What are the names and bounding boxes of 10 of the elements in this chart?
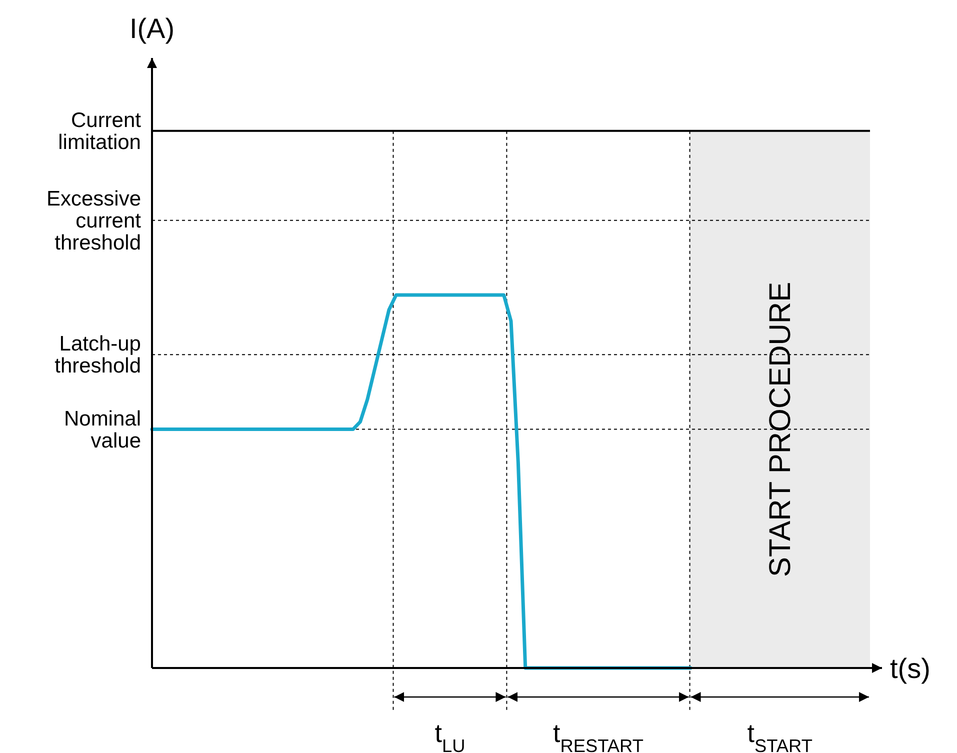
- annotation: START PROCEDURE: [764, 282, 797, 577]
- text: t$_{LU}$: [434, 718, 466, 753]
- text: t$_{RESTART}$: [553, 718, 644, 753]
- ref-line-label: Latch-up threshold: [54, 332, 141, 378]
- ref-line-label: Excessive current threshold: [46, 187, 142, 254]
- text: t$_{START}$: [747, 718, 812, 753]
- x-axis-title: t(s): [890, 653, 930, 684]
- ref-line-label: Current limitation: [58, 108, 142, 154]
- ref-line-label: Nominal value: [64, 407, 141, 452]
- text: I(A): [129, 13, 175, 44]
